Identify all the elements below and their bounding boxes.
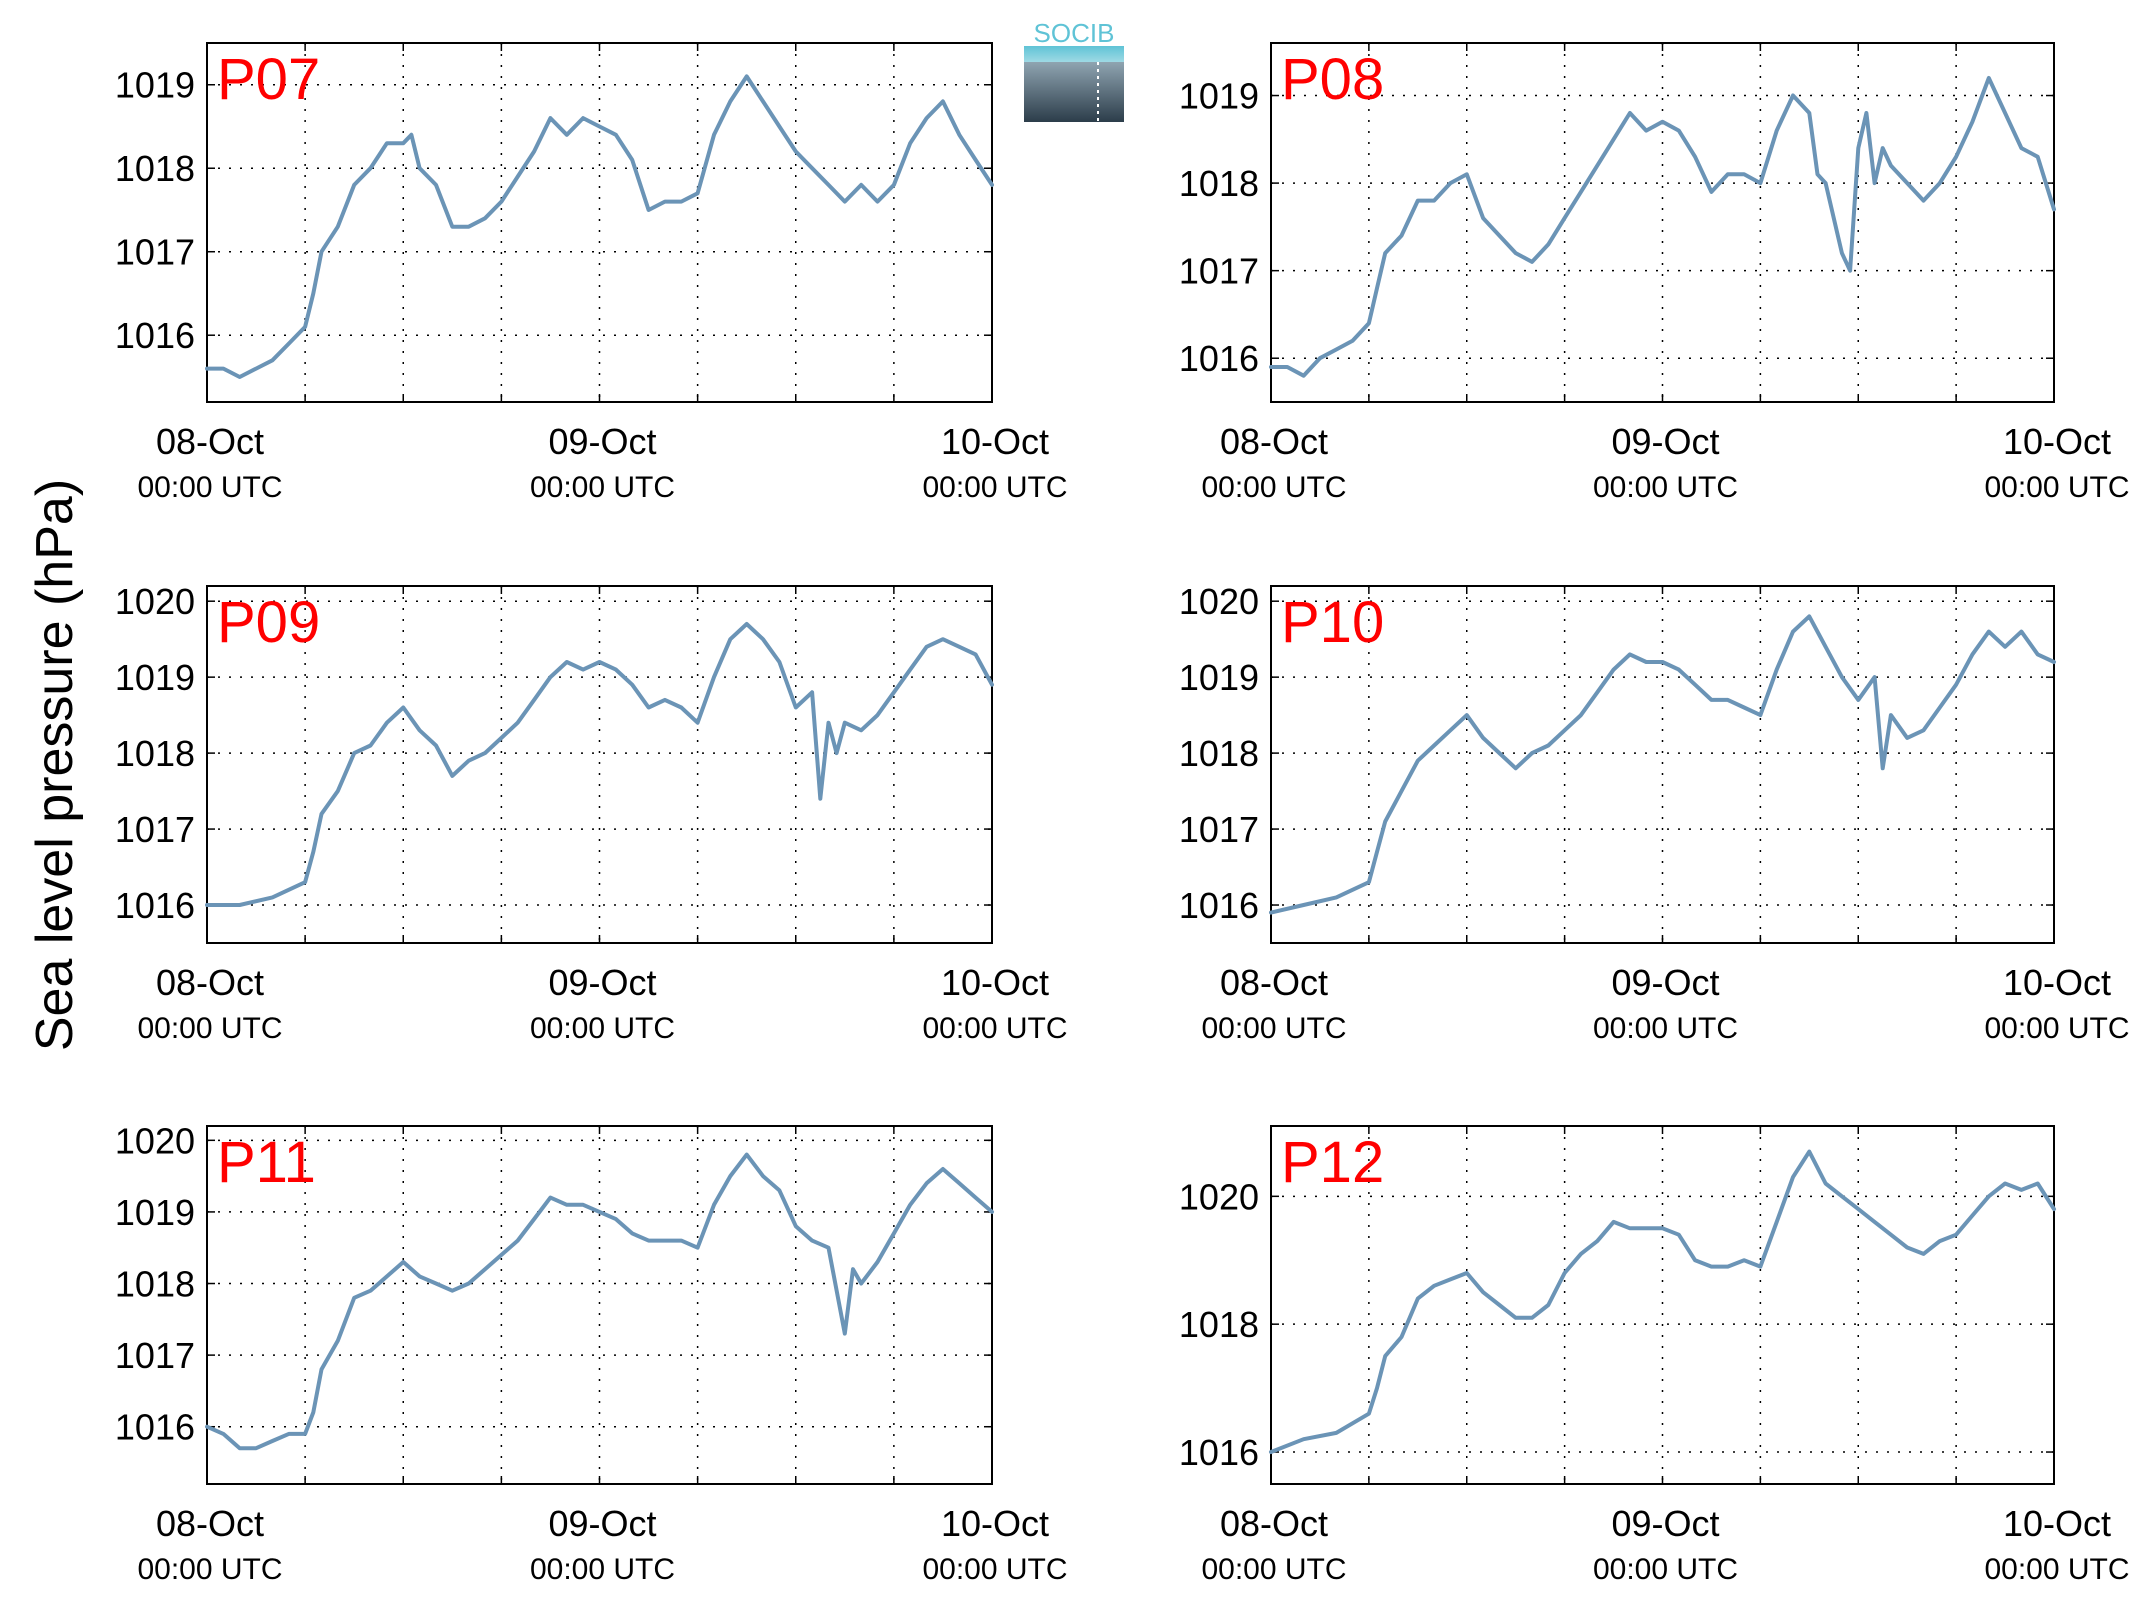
panel-p08: 1016 1017 1018 1019 08-Oct 00:00 UTC 09-Oct 00:… (1179, 42, 2130, 504)
plot-frame (1270, 1125, 2055, 1485)
series-line-p09 (205, 622, 994, 907)
plot-frame (1270, 42, 2055, 403)
station-label: P09 (217, 590, 320, 655)
x-tick-label-time: 00:00 UTC (137, 1012, 282, 1045)
y-tick-label: 1017 (115, 232, 195, 273)
y-tick-label: 1016 (115, 885, 195, 926)
x-tick-label-time: 00:00 UTC (922, 1012, 1067, 1045)
y-tick-label: 1017 (115, 809, 195, 850)
y-tick-label: 1018 (115, 1264, 195, 1305)
x-tick-label-time: 00:00 UTC (530, 471, 675, 504)
station-label: P11 (217, 1130, 316, 1195)
panel-p11: 1016 1017 1018 1019 1020 08-Oct 00:00 UTC 09-Oc… (115, 1120, 1068, 1586)
series-line-p12 (1269, 1149, 2056, 1454)
y-tick-label: 1018 (1179, 163, 1259, 204)
global-y-axis-label: Sea level pressure (hPa) (26, 479, 84, 1051)
y-tick-label: 1016 (115, 315, 195, 356)
x-tick-label-time: 00:00 UTC (1201, 1553, 1346, 1586)
x-tick-label-time: 00:00 UTC (922, 1553, 1067, 1586)
x-tick-label-time: 00:00 UTC (1984, 1012, 2129, 1045)
y-tick-label: 1017 (1179, 251, 1259, 292)
y-tick-label: 1020 (1179, 1176, 1259, 1217)
y-tick-label: 1020 (115, 581, 195, 622)
station-label: P07 (217, 47, 320, 112)
y-tick-label: 1017 (115, 1335, 195, 1376)
x-tick-label-date: 10-Oct (2003, 962, 2111, 1003)
plot-frame (206, 1125, 993, 1485)
series-line-p10 (1269, 614, 2056, 915)
y-tick-label: 1017 (1179, 809, 1259, 850)
plot-frame (206, 42, 993, 403)
x-tick-label-time: 00:00 UTC (922, 471, 1067, 504)
station-label: P08 (1281, 47, 1384, 112)
y-tick-label: 1019 (115, 1192, 195, 1233)
plot-frame (206, 585, 993, 944)
y-tick-label: 1019 (115, 657, 195, 698)
x-tick-label-date: 10-Oct (941, 1503, 1049, 1544)
x-tick-label-date: 10-Oct (2003, 1503, 2111, 1544)
y-tick-label: 1020 (1179, 581, 1259, 622)
x-tick-label-time: 00:00 UTC (1984, 1553, 2129, 1586)
x-tick-label-date: 08-Oct (156, 962, 264, 1003)
series-line-p11 (205, 1152, 994, 1451)
x-tick-label-time: 00:00 UTC (1201, 471, 1346, 504)
x-tick-label-time: 00:00 UTC (530, 1012, 675, 1045)
y-tick-label: 1019 (1179, 657, 1259, 698)
logo-text: SOCIB (1034, 18, 1115, 48)
x-tick-label-date: 08-Oct (1220, 1503, 1328, 1544)
y-tick-label: 1016 (1179, 1432, 1259, 1473)
x-tick-label-time: 00:00 UTC (1593, 1553, 1738, 1586)
y-tick-label: 1016 (1179, 338, 1259, 379)
y-tick-label: 1016 (115, 1407, 195, 1448)
x-tick-label-date: 09-Oct (1611, 1503, 1719, 1544)
y-tick-label: 1019 (1179, 76, 1259, 117)
x-tick-label-time: 00:00 UTC (530, 1553, 675, 1586)
y-tick-label: 1020 (115, 1120, 195, 1161)
y-tick-label: 1018 (115, 148, 195, 189)
x-tick-label-date: 08-Oct (156, 421, 264, 462)
x-tick-label-date: 10-Oct (941, 962, 1049, 1003)
panel-p12: 1016 1018 1020 08-Oct 00:00 UTC 09-Oct 00:00 U… (1179, 1125, 2130, 1586)
station-label: P12 (1281, 1130, 1384, 1195)
x-tick-label-date: 09-Oct (548, 962, 656, 1003)
x-tick-label-date: 09-Oct (548, 421, 656, 462)
x-tick-label-date: 09-Oct (1611, 421, 1719, 462)
x-tick-label-date: 10-Oct (941, 421, 1049, 462)
y-tick-label: 1018 (1179, 733, 1259, 774)
x-tick-label-date: 10-Oct (2003, 421, 2111, 462)
x-tick-label-time: 00:00 UTC (1984, 471, 2129, 504)
panel-p09: 1016 1017 1018 1019 1020 08-Oct 00:00 UTC 09-Oc… (115, 581, 1068, 1045)
station-label: P10 (1281, 590, 1384, 655)
x-tick-label-date: 08-Oct (156, 1503, 264, 1544)
x-tick-label-time: 00:00 UTC (1593, 471, 1738, 504)
y-tick-label: 1018 (115, 733, 195, 774)
x-tick-label-time: 00:00 UTC (1201, 1012, 1346, 1045)
series-line-p07 (205, 74, 994, 379)
panel-p10: 1016 1017 1018 1019 1020 08-Oct 00:00 UTC 09-Oc… (1179, 581, 2130, 1045)
x-tick-label-date: 08-Oct (1220, 421, 1328, 462)
socib-logo: SOCIB (1024, 18, 1124, 122)
y-tick-label: 1016 (1179, 885, 1259, 926)
plot-frame (1270, 585, 2055, 944)
x-tick-label-time: 00:00 UTC (137, 1553, 282, 1586)
y-tick-label: 1019 (115, 65, 195, 106)
x-tick-label-date: 08-Oct (1220, 962, 1328, 1003)
series-line-p08 (1269, 76, 2056, 378)
x-tick-label-time: 00:00 UTC (137, 471, 282, 504)
x-tick-label-date: 09-Oct (548, 1503, 656, 1544)
panel-p07: 1016 1017 1018 1019 08-Oct 00:00 UTC 09-Oct 00:… (115, 42, 1068, 504)
x-tick-label-time: 00:00 UTC (1593, 1012, 1738, 1045)
x-tick-label-date: 09-Oct (1611, 962, 1719, 1003)
y-tick-label: 1018 (1179, 1304, 1259, 1345)
